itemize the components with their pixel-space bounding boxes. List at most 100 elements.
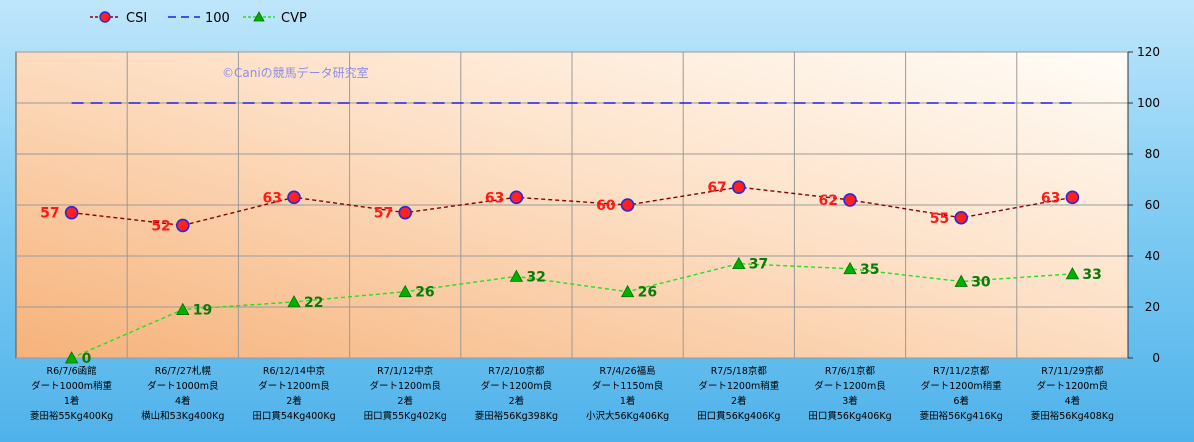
x-tick-label-line: ダート1200m稍重	[698, 380, 779, 392]
legend-label-csi: CSI	[126, 11, 147, 26]
x-tick-label-line: R6/7/27札幌	[155, 365, 212, 377]
x-tick-label-line: 2着	[286, 395, 302, 407]
csi-data-label: 57	[374, 206, 393, 222]
x-tick-label-line: 2着	[397, 395, 413, 407]
csi-data-label: 63	[485, 190, 504, 206]
x-tick-label-line: 田口貫56Kg406Kg	[697, 411, 780, 422]
watermark-text: ©Caniの競馬データ研究室	[222, 65, 369, 80]
y-tick-label: 120	[1137, 45, 1160, 59]
x-tick-label-line: ダート1150m良	[592, 380, 664, 392]
x-tick-label-line: ダート1200m良	[814, 380, 886, 392]
x-tick-label-line: R7/6/1京都	[825, 365, 876, 377]
x-tick-label-line: 4着	[1065, 395, 1081, 407]
legend-marker-cvp	[253, 11, 265, 22]
x-tick-label-line: 菱田裕56Kg398Kg	[475, 410, 558, 422]
cvp-point	[64, 351, 79, 364]
y-axis: 0 20 40 60 80 100 120	[1127, 45, 1160, 365]
cvp-data-label: 26	[638, 285, 657, 301]
series-line-csi	[71, 186, 1073, 227]
csi-point	[1065, 190, 1080, 205]
cvp-point	[732, 256, 746, 270]
legend-label-cvp: CVP	[281, 11, 307, 26]
x-tick-label-line: R7/11/29京都	[1041, 365, 1104, 377]
cvp-data-label: 30	[971, 275, 991, 291]
x-tick-label-line: ダート1200m良	[258, 380, 330, 392]
cvp-point	[398, 284, 412, 298]
x-tick-label-line: 2着	[509, 395, 525, 407]
x-tick-label-line: 3着	[842, 395, 858, 407]
cvp-point	[620, 284, 635, 298]
x-tick-label-line: 菱田裕56Kg416Kg	[920, 410, 1003, 422]
y-tick-label: 80	[1145, 147, 1160, 161]
y-tick-label: 20	[1145, 300, 1160, 314]
legend: CSI 100 CVP	[90, 11, 307, 26]
cvp-data-label: 26	[415, 285, 434, 301]
csi-point	[509, 190, 524, 205]
x-tick-label-line: 1着	[620, 395, 636, 407]
x-tick-label-line: ダート1200m良	[481, 380, 553, 392]
cvp-point	[1065, 267, 1080, 280]
y-tick-label: 40	[1145, 249, 1160, 263]
csi-data-label: 67	[707, 180, 726, 196]
x-tick-label-line: ダート1000m稍重	[31, 380, 112, 392]
x-tick-label-line: R6/7/6函館	[47, 365, 97, 377]
x-tick-label-line: 田口貫56Kg406Kg	[808, 411, 891, 422]
csi-point	[954, 210, 969, 225]
grid-lines	[16, 51, 1128, 359]
cvp-point	[509, 269, 524, 282]
csi-point	[176, 218, 190, 233]
x-tick-label-line: R6/12/14中京	[263, 365, 325, 377]
cvp-data-label: 19	[193, 303, 212, 319]
csi-data-label: 63	[263, 190, 282, 206]
x-tick-label-line: 菱田裕56Kg408Kg	[1031, 410, 1114, 422]
csi-data-label: 57	[40, 206, 59, 222]
cvp-data-label: 0	[82, 351, 92, 367]
csi-point	[843, 193, 857, 207]
series-layer: 0 19 22 26 32 26 37 35 30 33 57 52 63 57 63 60 67 62 55 63	[40, 102, 1102, 367]
cvp-point	[843, 261, 857, 275]
x-tick-label-line: R7/1/12中京	[377, 365, 433, 377]
x-tick-label-line: 1着	[64, 395, 80, 407]
x-tick-label-line: 4着	[175, 395, 191, 407]
x-tick-label-line: 小沢大56Kg406Kg	[586, 410, 669, 422]
csi-point	[731, 180, 746, 194]
cvp-data-label: 33	[1082, 267, 1101, 283]
x-tick-label-line: 2着	[731, 395, 747, 407]
csi-point	[64, 205, 79, 220]
cvp-data-label: 22	[304, 295, 323, 311]
x-tick-label-line: ダート1200m良	[369, 380, 441, 392]
cvp-point	[287, 295, 301, 308]
csi-point	[287, 190, 301, 205]
csi-point	[620, 198, 635, 212]
x-tick-label-line: R7/4/26福島	[600, 365, 656, 377]
x-tick-label-line: ダート1000m良	[147, 380, 219, 392]
cvp-point	[954, 274, 968, 287]
x-tick-label-line: 田口貫54Kg400Kg	[252, 411, 335, 422]
csi-data-label: 52	[151, 218, 170, 234]
csi-point	[398, 205, 413, 220]
cvp-data-label: 37	[749, 257, 768, 273]
x-tick-label-line: 横山和53Kg400Kg	[141, 410, 224, 422]
x-tick-label-line: 6着	[953, 395, 969, 407]
x-tick-label-line: R7/5/18京都	[711, 365, 768, 377]
x-tick-label-line: ダート1200m良	[1037, 380, 1109, 392]
csi-data-label: 62	[819, 193, 838, 209]
x-tick-label-line: ダート1200m稍重	[921, 380, 1002, 392]
y-tick-label: 60	[1145, 198, 1160, 212]
csi-data-label: 63	[1041, 190, 1060, 206]
legend-marker-csi	[99, 11, 111, 23]
cvp-data-label: 35	[860, 262, 879, 278]
x-tick-label-line: R7/2/10京都	[488, 365, 545, 377]
x-tick-label-line: 田口貫55Kg402Kg	[364, 411, 447, 422]
